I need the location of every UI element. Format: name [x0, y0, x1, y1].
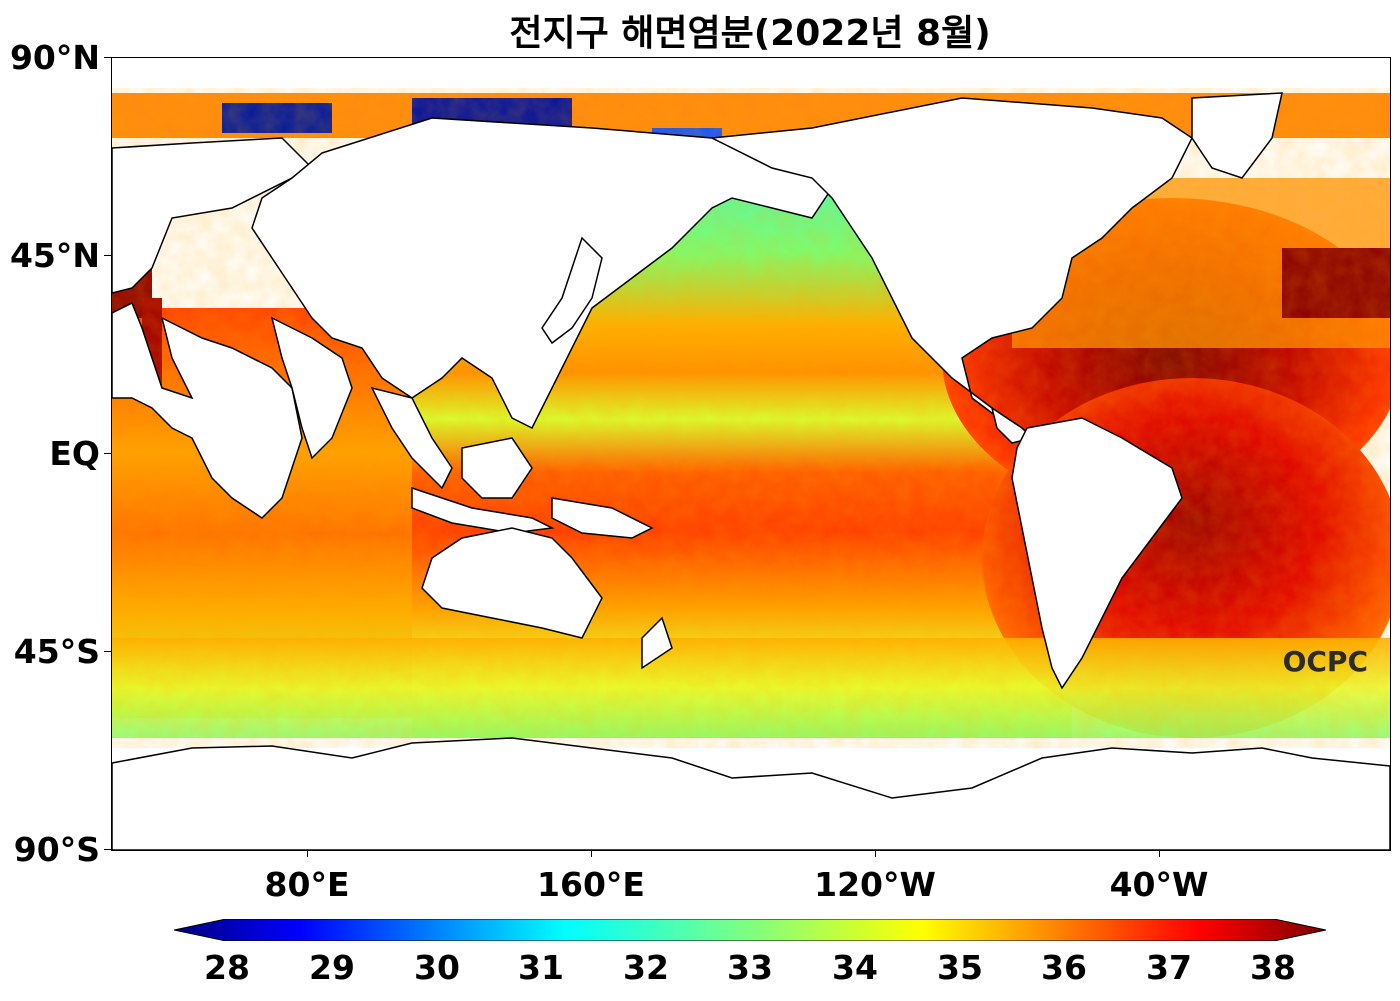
colorbar-tick-28: 28	[204, 948, 250, 987]
lon-tick	[1159, 850, 1160, 857]
colorbar-gradient	[174, 919, 1326, 941]
colorbar	[174, 919, 1326, 941]
lat-tick	[104, 255, 111, 256]
salinity-map: OCPC	[111, 57, 1391, 851]
lat-tick	[104, 453, 111, 454]
lat-tick	[104, 57, 111, 58]
lon-tick	[307, 850, 308, 857]
colorbar-tick-36: 36	[1041, 948, 1087, 987]
salinity-map-canvas	[112, 58, 1390, 850]
lon-label-120w: 120°W	[814, 865, 936, 904]
colorbar-tick-35: 35	[937, 948, 983, 987]
lon-label-40w: 40°W	[1109, 865, 1209, 904]
lat-label-eq: EQ	[49, 434, 100, 473]
lon-tick	[875, 850, 876, 857]
colorbar-tick-31: 31	[518, 948, 564, 987]
colorbar-tick-38: 38	[1250, 948, 1296, 987]
lat-tick	[104, 651, 111, 652]
lat-tick	[104, 849, 111, 850]
colorbar-tick-33: 33	[727, 948, 773, 987]
lat-label-45n: 45°N	[9, 236, 100, 275]
colorbar-tick-37: 37	[1146, 948, 1192, 987]
lon-tick	[591, 850, 592, 857]
lon-label-160e: 160°E	[537, 865, 645, 904]
colorbar-tick-29: 29	[309, 948, 355, 987]
lat-label-90n: 90°N	[9, 38, 100, 77]
lat-label-45s: 45°S	[13, 632, 100, 671]
lon-label-80e: 80°E	[264, 865, 350, 904]
ocpc-logo: OCPC	[1282, 645, 1368, 678]
map-title: 전지구 해면염분(2022년 8월)	[509, 13, 991, 54]
colorbar-tick-32: 32	[623, 948, 669, 987]
land-masses	[112, 92, 1390, 850]
lat-label-90s: 90°S	[13, 830, 100, 869]
colorbar-tick-34: 34	[832, 948, 878, 987]
colorbar-tick-30: 30	[414, 948, 460, 987]
